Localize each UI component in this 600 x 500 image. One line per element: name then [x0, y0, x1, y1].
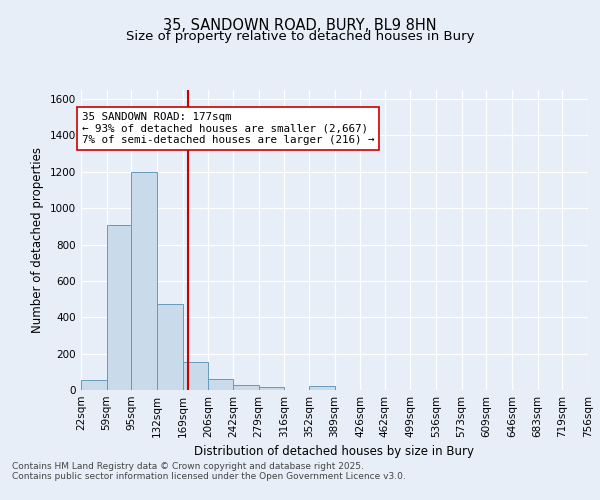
Text: 35 SANDOWN ROAD: 177sqm
← 93% of detached houses are smaller (2,667)
7% of semi-: 35 SANDOWN ROAD: 177sqm ← 93% of detache…: [82, 112, 374, 145]
Bar: [259, 388, 284, 390]
Bar: [157, 304, 182, 390]
Bar: [233, 385, 259, 390]
X-axis label: Distribution of detached houses by size in Bury: Distribution of detached houses by size …: [194, 446, 475, 458]
Text: 35, SANDOWN ROAD, BURY, BL9 8HN: 35, SANDOWN ROAD, BURY, BL9 8HN: [163, 18, 437, 32]
Bar: [107, 224, 131, 390]
Bar: [208, 379, 233, 390]
Y-axis label: Number of detached properties: Number of detached properties: [31, 147, 44, 333]
Bar: [182, 362, 208, 390]
Text: Contains HM Land Registry data © Crown copyright and database right 2025.
Contai: Contains HM Land Registry data © Crown c…: [12, 462, 406, 481]
Text: Size of property relative to detached houses in Bury: Size of property relative to detached ho…: [126, 30, 474, 43]
Bar: [81, 380, 107, 390]
Bar: [131, 172, 157, 390]
Bar: [309, 386, 335, 390]
